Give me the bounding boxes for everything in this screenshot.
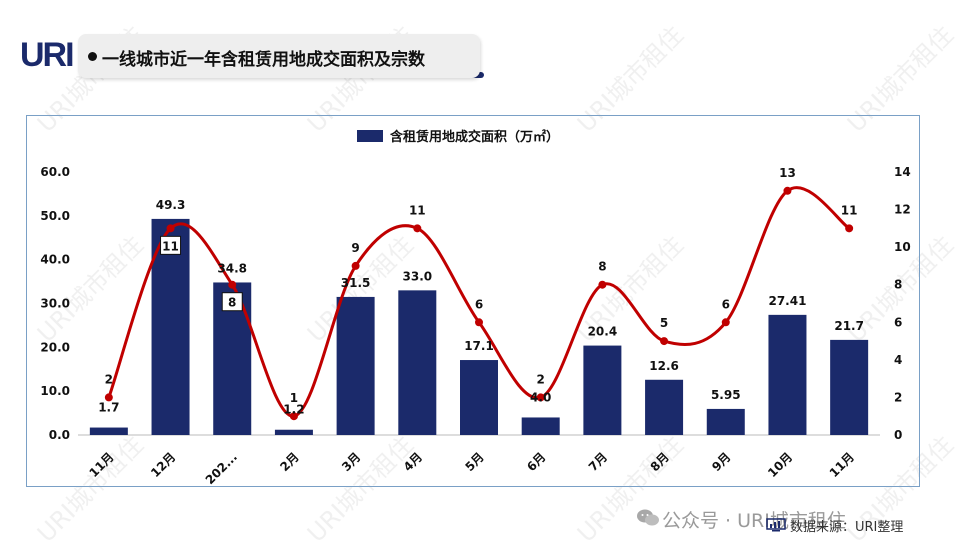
x-tick-label: 11月 — [86, 450, 116, 480]
legend: 含租赁用地成交面积（万㎡） — [357, 129, 559, 145]
y-left-tick-label: 20.0 — [40, 340, 70, 354]
x-tick-label: 7月 — [586, 450, 610, 474]
y-left-tick-label: 60.0 — [40, 165, 70, 179]
line-point — [413, 224, 422, 233]
x-tick-label: 202... — [203, 450, 240, 487]
line-point — [721, 318, 730, 327]
bar-value-label: 5.95 — [711, 388, 741, 402]
bar-value-label: 20.4 — [588, 325, 618, 339]
line-value-label: 6 — [722, 297, 730, 311]
bar-value-label: 33.0 — [403, 269, 433, 283]
chart-frame — [26, 115, 920, 487]
line-point — [536, 393, 545, 402]
wechat-icon — [637, 509, 659, 526]
wechat-account: 公众号 · URI城市租住 — [662, 510, 846, 532]
y-right-tick-label: 0 — [894, 428, 902, 442]
line-value-label: 2 — [105, 372, 113, 386]
line-value-label: 1 — [290, 391, 298, 405]
bar — [768, 314, 807, 435]
bar — [336, 296, 375, 435]
bar-value-label: 49.3 — [156, 198, 186, 212]
line-value-label: 11 — [409, 203, 426, 217]
bar-value-label: 34.8 — [217, 261, 247, 275]
page-title: 一线城市近一年含租赁用地成交面积及宗数 — [102, 50, 425, 70]
line-point — [660, 337, 669, 346]
line-point — [598, 280, 607, 289]
y-left-tick-label: 40.0 — [40, 253, 70, 267]
x-tick-label: 11月 — [827, 450, 857, 480]
data-source: 数据来源：URI整理 — [790, 520, 904, 535]
bar — [151, 218, 190, 435]
x-tick-label: 12月 — [148, 450, 178, 480]
bar-value-label: 1.2 — [283, 403, 304, 417]
x-tick-label: 10月 — [765, 450, 795, 480]
bar — [830, 339, 869, 435]
x-tick-label: 3月 — [339, 450, 363, 474]
line-point — [289, 412, 298, 421]
line-value-label: 6 — [475, 297, 483, 311]
y-left-tick-label: 10.0 — [40, 384, 70, 398]
bar — [398, 290, 437, 435]
x-tick-label: 5月 — [462, 450, 486, 474]
bar — [89, 427, 128, 435]
bar — [460, 360, 498, 435]
bar — [274, 429, 313, 435]
line-point — [475, 318, 483, 327]
line-point — [166, 224, 175, 233]
title-banner — [78, 34, 480, 78]
bar-value-label: 27.41 — [768, 294, 806, 308]
bar — [706, 408, 745, 435]
bar — [645, 379, 684, 435]
line-value-label: 13 — [779, 166, 796, 180]
line-value-label: 5 — [660, 316, 668, 330]
y-right-tick-label: 2 — [894, 390, 902, 404]
x-tick-label: 2月 — [277, 450, 301, 474]
line-point — [228, 280, 237, 289]
y-right-tick-label: 6 — [894, 315, 902, 329]
y-left-tick-label: 50.0 — [40, 209, 70, 223]
line-label-box — [160, 235, 182, 255]
bar-value-label: 12.6 — [649, 359, 679, 373]
line-value-label: 11 — [162, 239, 179, 253]
line-value-label: 8 — [598, 260, 606, 274]
line-point — [845, 224, 854, 233]
brand-logo: URI — [20, 36, 75, 74]
y-right-tick-label: 4 — [894, 353, 902, 367]
y-right-tick-label: 12 — [894, 203, 911, 217]
line-label-box — [221, 292, 243, 312]
y-right-tick-label: 10 — [894, 240, 911, 254]
legend-swatch — [357, 130, 383, 142]
bar — [521, 417, 560, 435]
bar-value-label: 31.5 — [341, 276, 371, 290]
y-right-tick-label: 14 — [894, 165, 911, 179]
bar-value-label: 21.7 — [834, 319, 864, 333]
line-point — [783, 186, 792, 195]
chart-monitor-icon — [766, 518, 786, 532]
bar-value-label: 17.1 — [464, 339, 494, 353]
x-tick-label: 6月 — [524, 450, 548, 474]
y-right-tick-label: 8 — [894, 278, 902, 292]
line-value-label: 8 — [228, 296, 236, 310]
x-tick-label: 9月 — [709, 450, 733, 474]
line-value-label: 2 — [537, 372, 545, 386]
x-tick-label: 4月 — [401, 450, 425, 474]
legend-label: 含租赁用地成交面积（万㎡） — [389, 129, 559, 145]
line-value-label: 11 — [841, 203, 858, 217]
bar-value-label: 1.7 — [98, 401, 119, 415]
bar-value-label: 4.0 — [530, 390, 551, 404]
bar — [583, 345, 622, 435]
y-left-tick-label: 30.0 — [40, 297, 70, 311]
line-value-label: 9 — [351, 241, 359, 255]
line-point — [351, 261, 360, 270]
x-tick-label: 8月 — [648, 450, 672, 474]
line-point — [104, 393, 113, 402]
y-left-tick-label: 0.0 — [49, 428, 70, 442]
bullet-icon — [88, 52, 97, 61]
